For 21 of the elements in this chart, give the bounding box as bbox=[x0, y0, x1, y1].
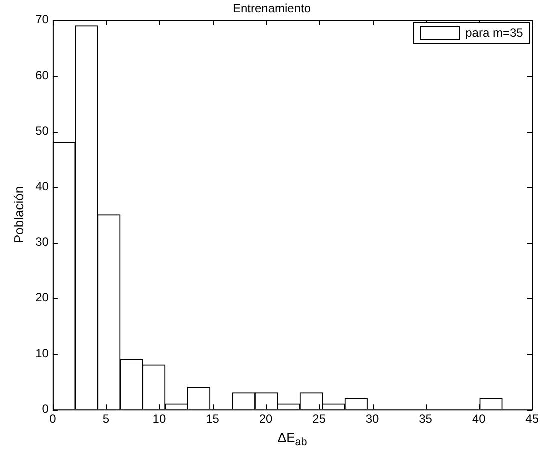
x-tick-label: 30 bbox=[366, 412, 380, 426]
y-tick-label: 50 bbox=[36, 124, 50, 138]
y-axis-title: Población bbox=[11, 186, 26, 244]
y-tick-label: 70 bbox=[36, 12, 50, 27]
x-tick-label: 45 bbox=[526, 412, 540, 426]
y-tick-label: 30 bbox=[36, 235, 50, 250]
x-tick-label: 20 bbox=[259, 412, 273, 426]
y-tick-label: 20 bbox=[36, 290, 50, 305]
x-tick-label: 15 bbox=[206, 412, 220, 426]
chart-title: Entrenamiento bbox=[232, 2, 312, 16]
x-tick-label: 10 bbox=[152, 412, 166, 426]
x-tick-label: 40 bbox=[472, 412, 486, 426]
y-tick-label: 60 bbox=[36, 68, 50, 82]
legend: para m=35 bbox=[412, 22, 530, 44]
y-tick-label: 40 bbox=[36, 180, 50, 194]
x-axis-title: ΔE$_{ab}$ bbox=[278, 430, 308, 448]
x-tick-label: 35 bbox=[419, 412, 433, 426]
y-tick-label: 0 bbox=[42, 402, 50, 416]
y-tick-label: 10 bbox=[36, 346, 50, 360]
x-tick-label: 5 bbox=[102, 412, 110, 426]
x-tick-label: 25 bbox=[312, 412, 326, 426]
